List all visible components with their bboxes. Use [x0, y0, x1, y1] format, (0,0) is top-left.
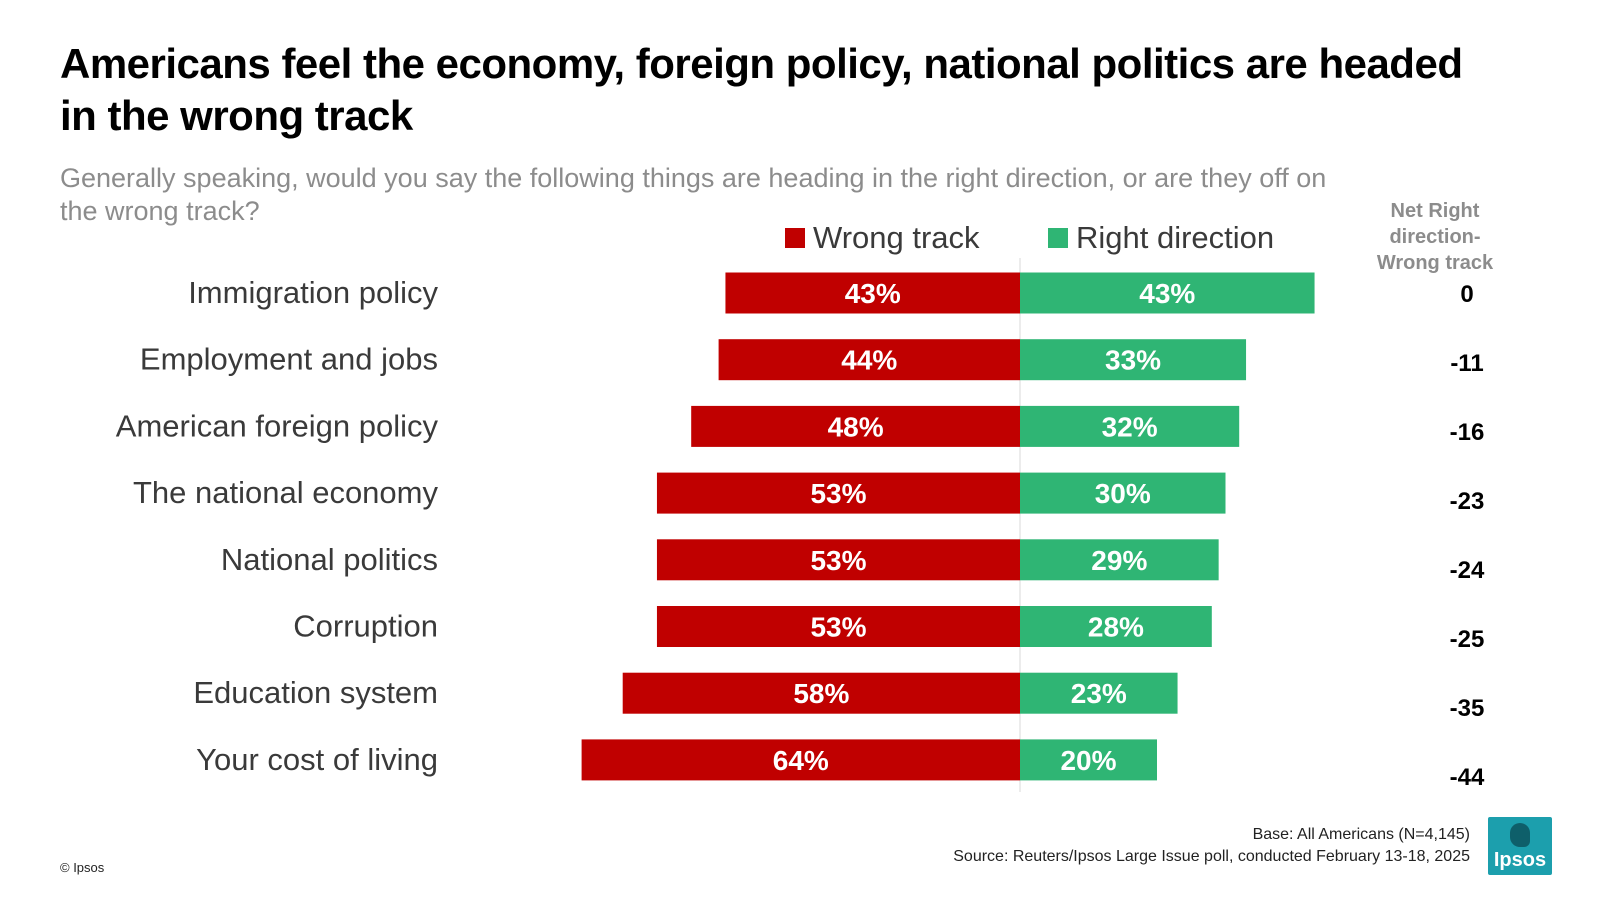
data-label-wrong-track: 44% [841, 345, 897, 376]
bar-right-direction [1020, 672, 1178, 714]
legend-swatch-right-direction [1048, 228, 1068, 248]
bar-right-direction [1020, 405, 1240, 447]
category-label: Employment and jobs [140, 342, 438, 377]
data-label-wrong-track: 64% [773, 745, 829, 776]
bar-wrong-track [622, 672, 1020, 714]
logo-text: Ipsos [1493, 849, 1547, 871]
category-label: Corruption [293, 609, 438, 644]
net-value: -25 [1450, 626, 1485, 653]
chart-subtitle: Generally speaking, would you say the fo… [60, 163, 1327, 226]
legend-label-right-direction: Right direction [1076, 220, 1275, 255]
data-label-wrong-track: 48% [828, 411, 884, 442]
logo-head-icon [1510, 823, 1530, 847]
legend-item-right-direction: Right direction [1048, 218, 1274, 258]
data-label-right-direction: 23% [1071, 678, 1127, 709]
net-value: -16 [1450, 419, 1485, 446]
net-value: -44 [1450, 764, 1485, 791]
data-label-wrong-track: 53% [810, 545, 866, 576]
net-value: -24 [1450, 557, 1485, 584]
data-label-right-direction: 28% [1088, 612, 1144, 643]
bar-right-direction [1020, 539, 1219, 581]
data-label-right-direction: 30% [1095, 478, 1151, 509]
net-header-line-2: Wrong track [1376, 252, 1494, 274]
copyright-note: © Ipsos [60, 860, 105, 875]
data-label-wrong-track: 53% [810, 478, 866, 509]
bar-wrong-track [656, 472, 1020, 514]
chart-title: Americans feel the economy, foreign poli… [60, 40, 1463, 139]
data-label-right-direction: 29% [1091, 545, 1147, 576]
data-label-wrong-track: 43% [845, 278, 901, 309]
data-label-right-direction: 43% [1139, 278, 1195, 309]
net-value: -23 [1450, 488, 1485, 515]
category-label: Your cost of living [196, 742, 438, 777]
bar-wrong-track [656, 539, 1020, 581]
legend-item-wrong-track: Wrong track [785, 218, 980, 258]
footer-source-note: Source: Reuters/Ipsos Large Issue poll, … [953, 848, 1470, 865]
legend-swatch-wrong-track [785, 228, 805, 248]
data-label-right-direction: 32% [1102, 411, 1158, 442]
net-value: 0 [1460, 281, 1473, 308]
data-label-right-direction: 20% [1060, 745, 1116, 776]
bar-wrong-track [718, 339, 1020, 381]
data-label-right-direction: 33% [1105, 345, 1161, 376]
ipsos-logo: Ipsos [1488, 817, 1552, 875]
category-label: American foreign policy [116, 408, 439, 443]
category-label: National politics [221, 542, 438, 577]
data-label-wrong-track: 58% [793, 678, 849, 709]
bar-right-direction [1020, 739, 1157, 781]
footer-base-note: Base: All Americans (N=4,145) [1252, 826, 1470, 843]
bar-wrong-track [725, 272, 1020, 314]
category-label: The national economy [133, 475, 439, 510]
bar-right-direction [1020, 606, 1212, 647]
legend-label-wrong-track: Wrong track [813, 220, 980, 255]
bar-wrong-track [691, 405, 1020, 447]
category-label: Education system [193, 675, 438, 710]
net-value: -11 [1450, 350, 1483, 377]
net-column-header: Net Right direction- Wrong track [1355, 198, 1515, 276]
bar-right-direction [1020, 339, 1247, 381]
bar-wrong-track [581, 739, 1020, 781]
bar-right-direction [1020, 272, 1315, 314]
net-value: -35 [1450, 695, 1485, 722]
bar-wrong-track [656, 606, 1020, 647]
category-label: Immigration policy [188, 275, 438, 310]
net-header-line-1: Net Right direction- [1389, 200, 1481, 248]
bar-right-direction [1020, 472, 1226, 514]
data-label-wrong-track: 53% [810, 612, 866, 643]
